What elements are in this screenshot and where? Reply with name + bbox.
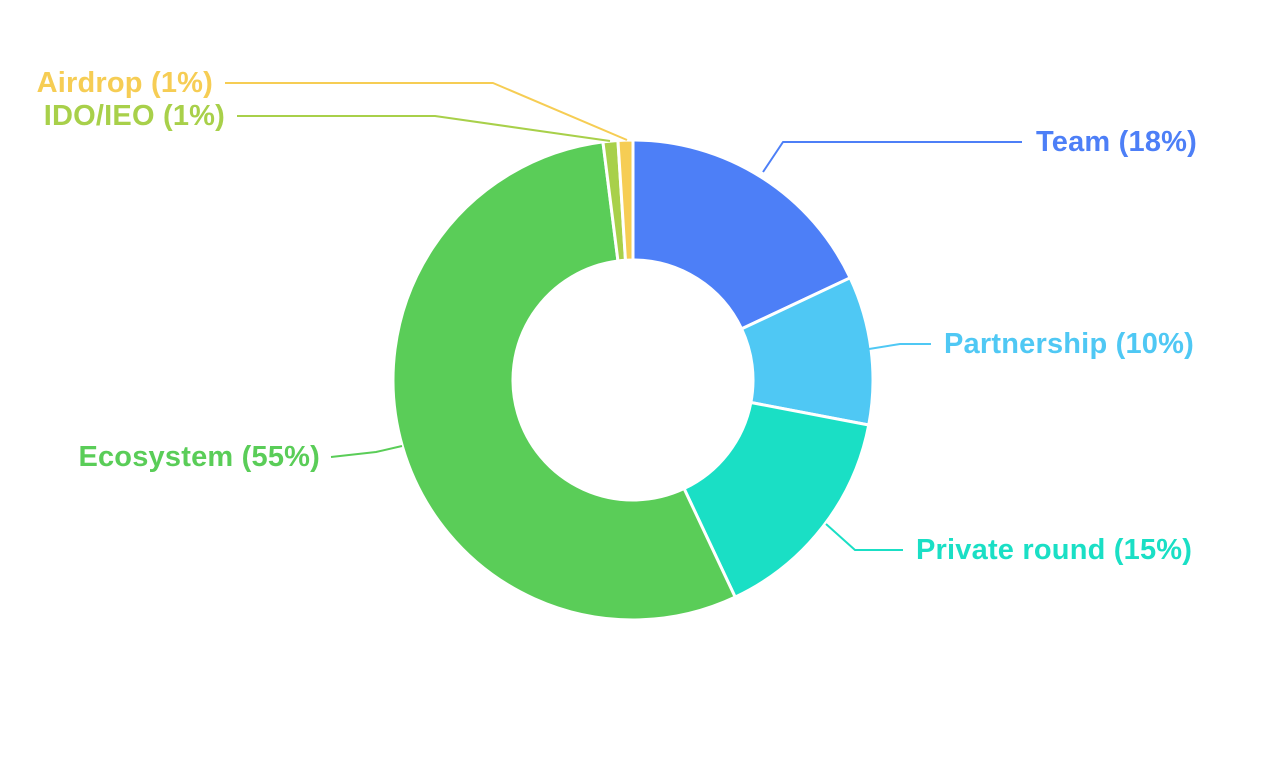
leader-line-airdrop [225,82,628,141]
pie-label-private-round: Private round (15%) [916,534,1192,566]
leader-line-private-round [825,523,903,551]
pie-label-team: Team (18%) [1036,126,1197,158]
pie-slice-team[interactable] [631,138,852,331]
pie-label-ecosystem: Ecosystem (55%) [78,441,320,473]
pie-slice-airdrop[interactable] [616,138,635,262]
leader-line-team [762,141,1022,173]
pie-label-ido-ieo: IDO/IEO (1%) [44,100,225,132]
leader-line-partnership [868,343,931,350]
pie-label-partnership: Partnership (10%) [944,328,1194,360]
pie-slice-ecosystem[interactable] [391,140,737,622]
leader-line-ido-ieo [237,115,611,142]
leader-line-ecosystem [330,445,403,458]
donut-slices [391,138,875,622]
pie-label-airdrop: Airdrop (1%) [37,67,213,99]
pie-slice-private-round[interactable] [682,400,871,599]
